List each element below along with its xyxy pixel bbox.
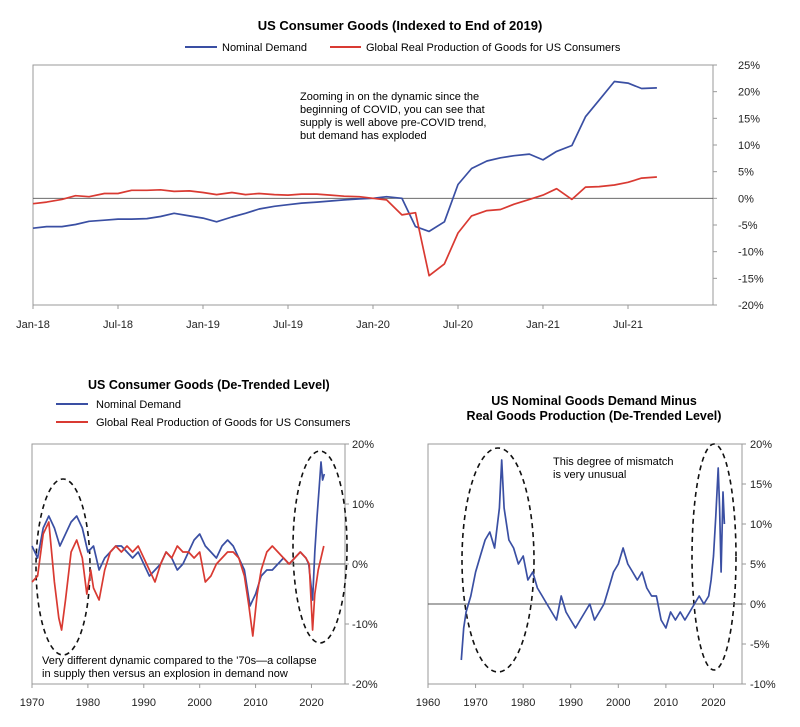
top-x-tick-label: Jan-21 [526, 319, 560, 331]
top-legend-label-demand: Nominal Demand [222, 42, 307, 54]
bottom-right-x-tick-label: 2020 [701, 697, 725, 709]
bottom-left-y-tick-label: 20% [352, 439, 374, 451]
bottom-left-x-tick-label: 1970 [20, 697, 44, 709]
top-annotation-line: but demand has exploded [300, 130, 427, 142]
top-y-tick-label: 0% [738, 193, 754, 205]
bottom-right-series-demand-line [460, 459, 726, 661]
panel-frames [31, 64, 743, 685]
top-x-tick-label: Jul-21 [613, 319, 643, 331]
top-y-tick-label: -20% [738, 300, 764, 312]
bottom-left-y-tick-label: 10% [352, 499, 374, 511]
bl-legend-label-demand: Nominal Demand [96, 399, 181, 411]
top-chart-title: US Consumer Goods (Indexed to End of 201… [258, 18, 543, 33]
top-x-tick-label: Jan-20 [356, 319, 390, 331]
bottom-right-y-tick-label: 5% [750, 559, 766, 571]
bottom-left-x-tick-label: 2000 [187, 697, 211, 709]
top-y-tick-label: -15% [738, 273, 764, 285]
top-y-tick-label: 15% [738, 113, 760, 125]
br-chart-title-line-2: Real Goods Production (De-Trended Level) [467, 409, 722, 423]
top-x-tick-label: Jul-20 [443, 319, 473, 331]
bottom-right-x-tick-label: 2000 [606, 697, 630, 709]
top-series-demand-line [32, 80, 657, 233]
top-x-tick-label: Jul-18 [103, 319, 133, 331]
br-chart-title-line-1: US Nominal Goods Demand Minus [491, 394, 697, 408]
bottom-right-x-tick-label: 2010 [654, 697, 678, 709]
br-highlight-ellipse-1970s [461, 447, 535, 673]
bottom-right-x-tick-label: 1970 [463, 697, 487, 709]
top-annotation-line: supply is well above pre-COVID trend, [300, 117, 486, 129]
top-y-tick-label: 25% [738, 60, 760, 72]
bl-highlight-ellipse-2020s [292, 450, 348, 644]
bottom-left-x-tick-label: 1990 [132, 697, 156, 709]
top-y-tick-label: -5% [738, 220, 758, 232]
bottom-right-y-tick-label: 20% [750, 439, 772, 451]
top-y-tick-label: 10% [738, 140, 760, 152]
bl-annotation-line: in supply then versus an explosion in de… [42, 668, 288, 680]
bottom-right-y-tick-label: 15% [750, 479, 772, 491]
bl-legend-label-production: Global Real Production of Goods for US C… [96, 417, 351, 429]
bottom-left-series-production-line [31, 521, 325, 637]
top-y-tick-label: 5% [738, 167, 754, 179]
bottom-right-y-tick-label: -10% [750, 679, 776, 691]
bottom-right-x-tick-label: 1960 [416, 697, 440, 709]
bottom-right-y-tick-label: 10% [750, 519, 772, 531]
br-annotation-line: is very unusual [553, 469, 626, 481]
top-annotation-line: Zooming in on the dynamic since the [300, 91, 479, 103]
br-annotation-line: This degree of mismatch [553, 456, 673, 468]
top-x-tick-label: Jul-19 [273, 319, 303, 331]
series-lines [31, 80, 726, 661]
top-y-tick-label: 20% [738, 87, 760, 99]
bottom-left-series-demand-line [31, 461, 326, 607]
top-x-tick-label: Jan-18 [16, 319, 50, 331]
bottom-left-y-tick-label: 0% [352, 559, 368, 571]
bl-chart-title: US Consumer Goods (De-Trended Level) [88, 378, 330, 392]
bottom-left-y-tick-label: -20% [352, 679, 378, 691]
axes: 25% 20% 15% 10% 5% 0% -5% -10% -15% -20% Jan-18 Jul… [16, 60, 776, 709]
top-series-production-line [32, 176, 657, 277]
top-annotation-line: beginning of COVID, you can see that [300, 104, 485, 116]
titles-and-legends: US Consumer Goods (Indexed to End of 201… [35, 18, 737, 680]
bottom-right-x-tick-label: 1990 [558, 697, 582, 709]
bottom-right-y-tick-label: -5% [750, 639, 770, 651]
bottom-left-y-tick-label: -10% [352, 619, 378, 631]
top-legend-label-production: Global Real Production of Goods for US C… [366, 42, 621, 54]
bottom-right-y-tick-label: 0% [750, 599, 766, 611]
bl-annotation-line: Very different dynamic compared to the '… [42, 655, 317, 667]
bottom-left-x-tick-label: 2020 [299, 697, 323, 709]
br-highlight-ellipse-2020s [691, 443, 737, 671]
bottom-right-x-tick-label: 1980 [511, 697, 535, 709]
bottom-left-x-tick-label: 1980 [76, 697, 100, 709]
bottom-left-x-tick-label: 2010 [243, 697, 267, 709]
bl-highlight-ellipse-1970s [35, 478, 91, 656]
top-y-tick-label: -10% [738, 247, 764, 259]
top-x-tick-label: Jan-19 [186, 319, 220, 331]
